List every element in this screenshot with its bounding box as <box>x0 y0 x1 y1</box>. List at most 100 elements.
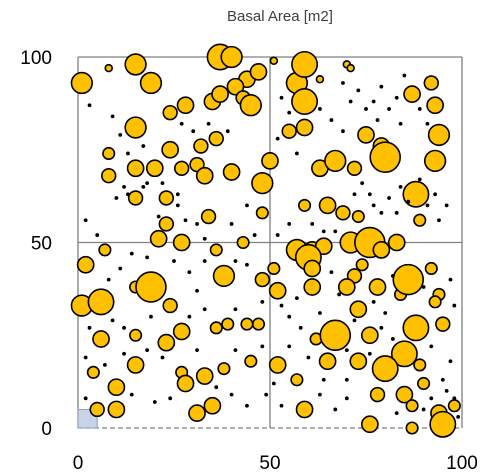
data-point <box>252 233 257 237</box>
data-point <box>152 400 157 404</box>
data-point <box>360 181 365 186</box>
data-point <box>324 149 347 173</box>
data-point <box>129 251 134 256</box>
data-point <box>195 367 214 385</box>
data-point <box>195 348 199 352</box>
data-point <box>335 205 351 221</box>
data-point <box>375 118 380 122</box>
data-point <box>287 344 292 349</box>
data-point <box>122 184 126 189</box>
data-point <box>261 152 279 170</box>
data-point <box>179 121 184 126</box>
data-point <box>114 196 119 200</box>
data-point <box>417 107 422 111</box>
data-point <box>211 85 229 103</box>
data-point <box>341 81 345 85</box>
data-point <box>452 303 457 308</box>
data-point <box>209 243 223 257</box>
data-point <box>421 407 426 412</box>
data-point <box>290 373 304 387</box>
data-point <box>175 203 180 208</box>
data-point <box>279 403 284 408</box>
data-point <box>107 378 126 397</box>
data-point <box>102 146 116 161</box>
data-point <box>371 299 376 304</box>
data-point <box>110 114 115 119</box>
data-point <box>208 130 224 147</box>
data-point <box>387 233 406 252</box>
data-point <box>127 190 144 206</box>
data-point <box>124 53 147 76</box>
data-point <box>387 196 391 200</box>
data-point <box>303 278 322 296</box>
data-point <box>271 381 276 386</box>
data-point <box>70 71 94 95</box>
data-point <box>203 396 222 415</box>
data-point <box>379 210 384 215</box>
data-point <box>118 133 123 137</box>
chart-title: Basal Area [m2] <box>227 8 333 25</box>
data-point <box>318 352 337 371</box>
data-point <box>279 303 284 308</box>
data-point <box>344 396 349 401</box>
data-point <box>371 99 376 104</box>
data-point <box>233 307 238 312</box>
data-point <box>92 330 110 348</box>
data-point <box>356 88 361 93</box>
tick-labels: 0 50 100 0 50 100 <box>20 48 478 474</box>
data-point <box>448 359 453 364</box>
data-point <box>379 84 384 89</box>
data-point <box>229 392 234 397</box>
data-point <box>264 392 269 397</box>
data-point <box>456 414 461 419</box>
data-point <box>160 181 165 186</box>
data-point <box>394 95 399 100</box>
data-point <box>341 129 345 134</box>
data-point <box>195 222 199 226</box>
data-point <box>394 210 399 215</box>
data-point <box>145 255 150 260</box>
data-point <box>287 314 292 319</box>
data-point <box>126 151 130 156</box>
data-point <box>287 222 292 226</box>
data-point <box>245 403 249 408</box>
data-point <box>406 199 411 204</box>
data-point <box>348 99 353 104</box>
data-point <box>395 385 414 404</box>
data-point <box>398 184 403 189</box>
data-point <box>126 356 145 374</box>
data-point <box>421 285 426 289</box>
data-point <box>101 168 117 184</box>
data-point <box>172 259 176 263</box>
data-point <box>149 314 153 319</box>
data-point <box>392 263 425 296</box>
data-point <box>95 233 100 237</box>
data-point <box>176 96 195 115</box>
data-point <box>387 107 391 111</box>
data-point <box>87 288 115 316</box>
data-point <box>104 63 113 73</box>
data-point <box>306 355 311 360</box>
data-point <box>233 348 238 352</box>
data-point <box>268 356 287 374</box>
data-point <box>428 295 442 309</box>
data-point <box>402 73 407 78</box>
data-point <box>444 389 449 393</box>
data-point <box>423 75 439 91</box>
data-point <box>367 192 372 197</box>
data-point <box>202 307 207 312</box>
data-point <box>383 311 388 315</box>
data-point <box>368 278 387 296</box>
data-point <box>245 262 249 267</box>
y-tick-label: 100 <box>20 48 52 69</box>
data-point <box>440 377 445 382</box>
data-point <box>183 218 188 223</box>
data-point <box>427 123 451 147</box>
data-point <box>122 325 126 330</box>
data-point <box>193 138 209 154</box>
data-point <box>275 136 280 141</box>
data-point <box>240 317 254 331</box>
data-point <box>333 407 338 412</box>
data-point <box>106 277 111 282</box>
data-point <box>98 243 112 257</box>
